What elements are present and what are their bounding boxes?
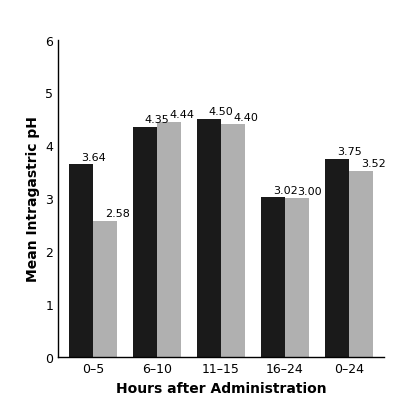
Text: 4.44: 4.44: [169, 110, 194, 120]
Bar: [93, 221, 118, 357]
Text: 4.35: 4.35: [145, 115, 170, 125]
Text: 2.58: 2.58: [105, 209, 130, 218]
X-axis label: Hours after Administration: Hours after Administration: [116, 381, 326, 394]
Text: 3.75: 3.75: [337, 147, 362, 157]
Bar: [261, 198, 285, 357]
Bar: [133, 128, 157, 357]
Bar: [324, 159, 349, 357]
Bar: [221, 125, 245, 357]
Text: 3.02: 3.02: [273, 185, 298, 195]
Bar: [69, 165, 93, 357]
Text: www.medscape.com: www.medscape.com: [104, 8, 225, 21]
Bar: [157, 123, 181, 357]
Bar: [197, 120, 221, 357]
Text: Medscape®: Medscape®: [10, 8, 88, 21]
Bar: [285, 199, 309, 357]
Y-axis label: Mean Intragastric pH: Mean Intragastric pH: [26, 116, 40, 282]
Text: 4.40: 4.40: [233, 112, 258, 122]
Bar: [349, 171, 373, 357]
Text: 3.00: 3.00: [297, 186, 322, 196]
Text: 4.50: 4.50: [209, 107, 234, 117]
Text: 3.64: 3.64: [81, 152, 106, 162]
Text: 3.52: 3.52: [361, 159, 386, 169]
